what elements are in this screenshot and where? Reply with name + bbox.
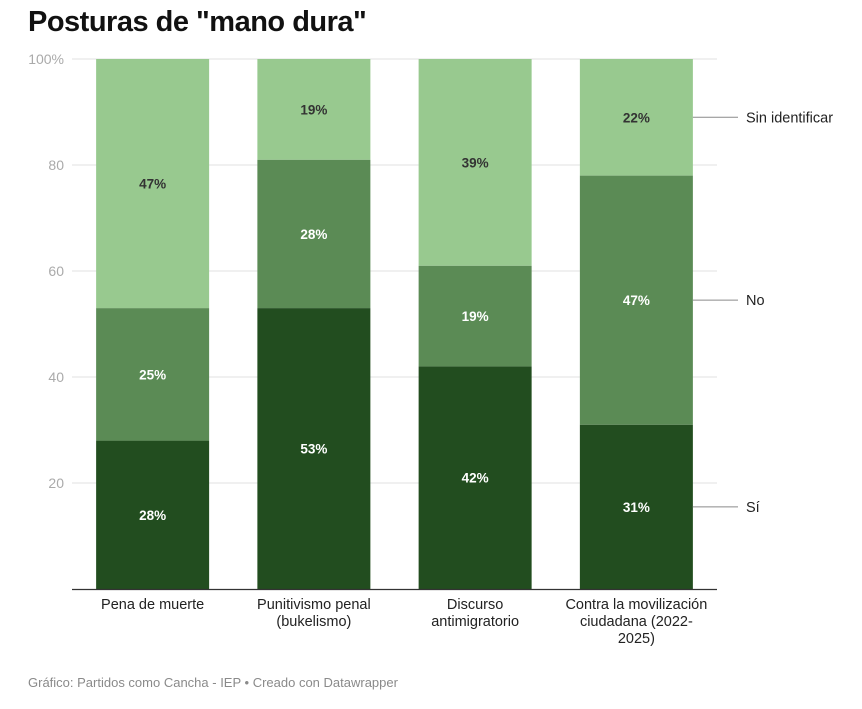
data-label: 22%	[623, 110, 650, 125]
y-axis-ticks: 20 40 60 80 100%	[28, 51, 64, 491]
data-label: 47%	[139, 177, 166, 192]
data-label: 19%	[462, 309, 489, 324]
bar-segment	[579, 175, 693, 425]
y-tick-label: 100%	[28, 51, 64, 67]
bar-segment	[257, 59, 371, 160]
bars: 28% 25% 47% 53% 28% 19% 42% 19% 39% 31% 47% 22%	[72, 59, 717, 591]
bar-segment	[418, 265, 532, 367]
x-category-label: Punitivismo penal (bukelismo)	[257, 597, 371, 630]
bar-segment	[579, 424, 693, 589]
data-label: 39%	[462, 155, 489, 170]
bar-segment	[579, 59, 693, 176]
data-label: 25%	[139, 367, 166, 382]
footer-separator: •	[240, 675, 253, 690]
x-category-label: Discurso antimigratorio	[431, 597, 519, 630]
x-category-label: Pena de muerte	[101, 597, 204, 613]
legend: Sí No Sin identificar	[692, 110, 833, 516]
bar-segment	[96, 308, 210, 441]
bar-segment	[257, 159, 371, 309]
data-label: 19%	[300, 102, 327, 117]
y-tick-label: 60	[48, 263, 64, 279]
x-category-label: Contra la movilización ciudadana (2022-20…	[565, 597, 707, 647]
data-label: 53%	[300, 442, 327, 457]
footer: Gráfico: Partidos como Cancha - IEP • Cr…	[28, 675, 398, 690]
data-label: 28%	[300, 227, 327, 242]
data-label: 28%	[139, 508, 166, 523]
bar-segment	[418, 59, 532, 266]
legend-label: Sin identificar	[746, 110, 833, 126]
chart-title: Posturas de "mano dura"	[28, 6, 367, 38]
y-tick-label: 80	[48, 157, 64, 173]
bar-segment	[96, 440, 210, 589]
footer-source: Gráfico: Partidos como Cancha - IEP	[28, 675, 241, 690]
data-label: 42%	[462, 471, 489, 486]
footer-credit: Creado con Datawrapper	[252, 675, 398, 690]
y-tick-label: 40	[48, 369, 64, 385]
data-label: 31%	[623, 500, 650, 515]
bar-segment	[96, 59, 210, 309]
data-label: 47%	[623, 293, 650, 308]
y-tick-label: 20	[48, 475, 64, 491]
bar-segment	[257, 308, 371, 589]
legend-label: Sí	[746, 500, 760, 516]
bar-segment	[418, 366, 532, 589]
legend-label: No	[746, 293, 765, 309]
category-labels: Pena de muerte Punitivismo penal (bukelism…	[101, 597, 707, 647]
